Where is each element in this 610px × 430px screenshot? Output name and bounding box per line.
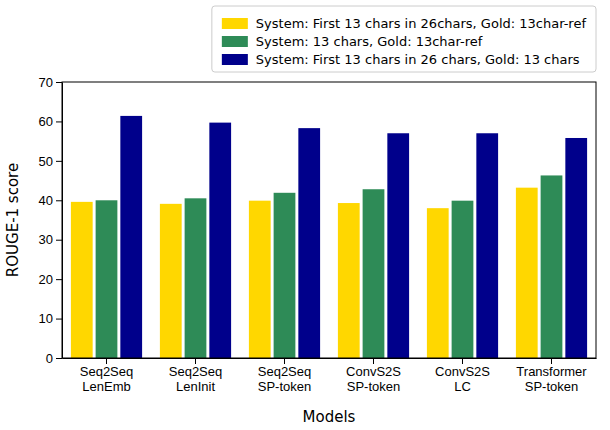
- x-tick-mark: [284, 358, 285, 364]
- bar: [185, 198, 207, 358]
- y-tick: 40: [39, 193, 62, 208]
- legend-swatch: [222, 36, 248, 47]
- bar: [516, 188, 538, 358]
- y-tick-mark: [56, 200, 62, 201]
- legend-label: System: First 13 chars in 26chars, Gold:…: [256, 16, 587, 31]
- x-tick-label: ConvS2SSP-token: [346, 364, 401, 394]
- x-axis-line: [63, 358, 597, 359]
- x-tick-label-line: SP-token: [525, 379, 578, 394]
- y-tick: 60: [39, 114, 62, 129]
- x-tick: ConvS2SLC: [435, 358, 490, 394]
- x-tick-label: Seq2SeqLenEmb: [80, 364, 134, 394]
- bar: [274, 193, 296, 358]
- plot-frame: [62, 82, 596, 358]
- plot: 010203040506070Seq2SeqLenEmbSeq2SeqLenIn…: [39, 75, 597, 395]
- y-tick-label: 20: [39, 272, 53, 287]
- y-tick: 10: [39, 311, 62, 326]
- x-tick-label-line: LC: [454, 379, 471, 394]
- y-tick: 70: [39, 75, 62, 90]
- y-tick-label: 60: [39, 114, 53, 129]
- bar: [298, 128, 320, 358]
- x-tick-mark: [195, 358, 196, 364]
- legend-label: System: 13 chars, Gold: 13char-ref: [256, 34, 483, 49]
- x-tick-label-line: Seq2Seq: [169, 364, 223, 379]
- x-tick-label: TransformerSP-token: [516, 364, 587, 394]
- bar: [160, 204, 182, 358]
- y-tick-label: 40: [39, 193, 53, 208]
- y-tick-label: 50: [39, 154, 53, 169]
- x-tick-mark: [106, 358, 107, 364]
- legend: System: First 13 chars in 26chars, Gold:…: [212, 6, 596, 72]
- x-tick-mark: [373, 358, 374, 364]
- y-tick: 50: [39, 154, 62, 169]
- bar: [249, 201, 271, 358]
- x-tick-mark: [462, 358, 463, 364]
- x-tick-label-line: ConvS2S: [435, 364, 490, 379]
- x-tick: Seq2SeqLenInit: [169, 358, 223, 394]
- y-tick-mark: [56, 358, 62, 359]
- x-tick-label: Seq2SeqLenInit: [169, 364, 223, 394]
- y-axis-title: ROUGE-1 score: [4, 163, 22, 277]
- bars: [71, 116, 587, 358]
- y-tick-label: 10: [39, 311, 53, 326]
- y-tick-label: 70: [39, 75, 53, 90]
- y-tick-mark: [56, 121, 62, 122]
- y-tick: 20: [39, 272, 62, 287]
- x-tick-label-line: Transformer: [516, 364, 587, 379]
- legend-entry: System: First 13 chars in 26 chars, Gold…: [222, 52, 580, 67]
- y-tick-mark: [56, 279, 62, 280]
- bar: [96, 200, 118, 358]
- x-tick-label-line: LenEmb: [82, 379, 130, 394]
- bar: [387, 133, 409, 358]
- bar: [476, 133, 498, 358]
- legend-label: System: First 13 chars in 26 chars, Gold…: [256, 52, 580, 67]
- y-tick-label: 30: [39, 232, 53, 247]
- y-axis: 0 10 20 30 40 50 60 70: [39, 75, 63, 366]
- bar: [71, 202, 93, 358]
- y-axis-line: [62, 83, 63, 359]
- chart: 010203040506070Seq2SeqLenEmbSeq2SeqLenIn…: [0, 0, 610, 430]
- x-axis: Seq2SeqLenEmbSeq2SeqLenInitSeq2SeqSP-tok…: [63, 358, 597, 394]
- x-tick-label: ConvS2SLC: [435, 364, 490, 394]
- y-tick-label: 0: [46, 351, 53, 366]
- y-tick: 0: [46, 351, 62, 366]
- x-tick: Seq2SeqSP-token: [258, 358, 312, 394]
- x-tick-label-line: LenInit: [176, 379, 215, 394]
- x-tick: Seq2SeqLenEmb: [80, 358, 134, 394]
- bar: [120, 116, 142, 358]
- x-tick-label-line: SP-token: [258, 379, 311, 394]
- legend-box: [212, 6, 596, 72]
- x-tick-label-line: Seq2Seq: [258, 364, 312, 379]
- legend-entry: System: First 13 chars in 26chars, Gold:…: [222, 16, 587, 31]
- x-tick-label-line: ConvS2S: [346, 364, 401, 379]
- bar: [452, 201, 474, 358]
- legend-swatch: [222, 18, 248, 29]
- x-tick-label-line: Seq2Seq: [80, 364, 134, 379]
- bar: [427, 208, 449, 358]
- y-tick-mark: [56, 240, 62, 241]
- y-tick-mark: [56, 82, 62, 83]
- y-tick-mark: [56, 161, 62, 162]
- bar: [363, 189, 385, 358]
- bar-series: [120, 116, 587, 358]
- x-tick: ConvS2SSP-token: [346, 358, 401, 394]
- x-tick: TransformerSP-token: [516, 358, 587, 394]
- y-tick-mark: [56, 319, 62, 320]
- bar: [541, 175, 563, 358]
- bar: [338, 203, 360, 358]
- legend-swatch: [222, 54, 248, 65]
- x-tick-label: Seq2SeqSP-token: [258, 364, 312, 394]
- x-tick-label-line: SP-token: [347, 379, 400, 394]
- legend-entry: System: 13 chars, Gold: 13char-ref: [222, 34, 483, 49]
- y-tick: 30: [39, 232, 62, 247]
- bar: [209, 123, 231, 358]
- x-tick-mark: [551, 358, 552, 364]
- bar: [565, 138, 587, 358]
- x-axis-title: Models: [303, 408, 356, 426]
